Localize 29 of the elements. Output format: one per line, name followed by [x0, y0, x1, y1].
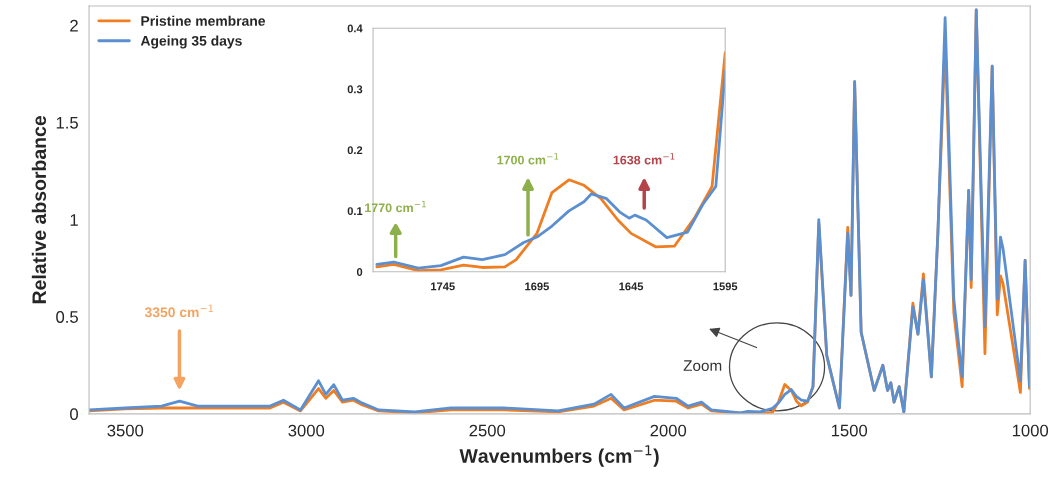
legend-label: Pristine membrane — [141, 15, 266, 26]
y-tick-label: 2 — [70, 19, 78, 32]
x-tick-label: 3500 — [107, 424, 144, 437]
x-tick-label: 1000 — [1012, 424, 1048, 437]
annotation: 1638 cm$^{−1}$ — [613, 153, 675, 165]
x-tick-label: 2500 — [469, 424, 506, 437]
x-tick-label: 1695 — [525, 282, 549, 291]
x-tick-label: 3000 — [288, 424, 325, 437]
x-tick-label: 2000 — [650, 424, 687, 437]
y-axis-title: Relative absorbance — [31, 115, 47, 304]
y-tick-label: 0.4 — [347, 24, 363, 33]
annotation: 1700 cm$^{−1}$ — [497, 153, 559, 165]
x-tick-label: 1500 — [831, 424, 868, 437]
y-tick-label: 1 — [70, 214, 78, 226]
y-tick-label: 1.5 — [56, 117, 78, 129]
y-tick-label: 0.2 — [347, 146, 363, 155]
legend-label: Ageing 35 days — [140, 35, 242, 49]
annotation: 1770 cm$^{−1}$ — [365, 200, 426, 213]
y-tick-label: 0 — [70, 408, 79, 421]
x-tick-label: 1595 — [713, 282, 738, 291]
annotation: Zoom — [683, 360, 722, 372]
y-tick-label: 0 — [356, 268, 363, 276]
x-tick-label: 1745 — [431, 282, 455, 291]
y-tick-label: 0.3 — [347, 85, 363, 94]
y-tick-label: 0.5 — [56, 311, 78, 323]
annotation: 3350 cm$^{−1}$ — [144, 304, 213, 318]
y-tick-label: 0.1 — [347, 207, 363, 216]
x-tick-label: 1645 — [619, 282, 644, 291]
x-axis-title: Wavenumbers (cm$^{−1}$) — [459, 445, 659, 467]
